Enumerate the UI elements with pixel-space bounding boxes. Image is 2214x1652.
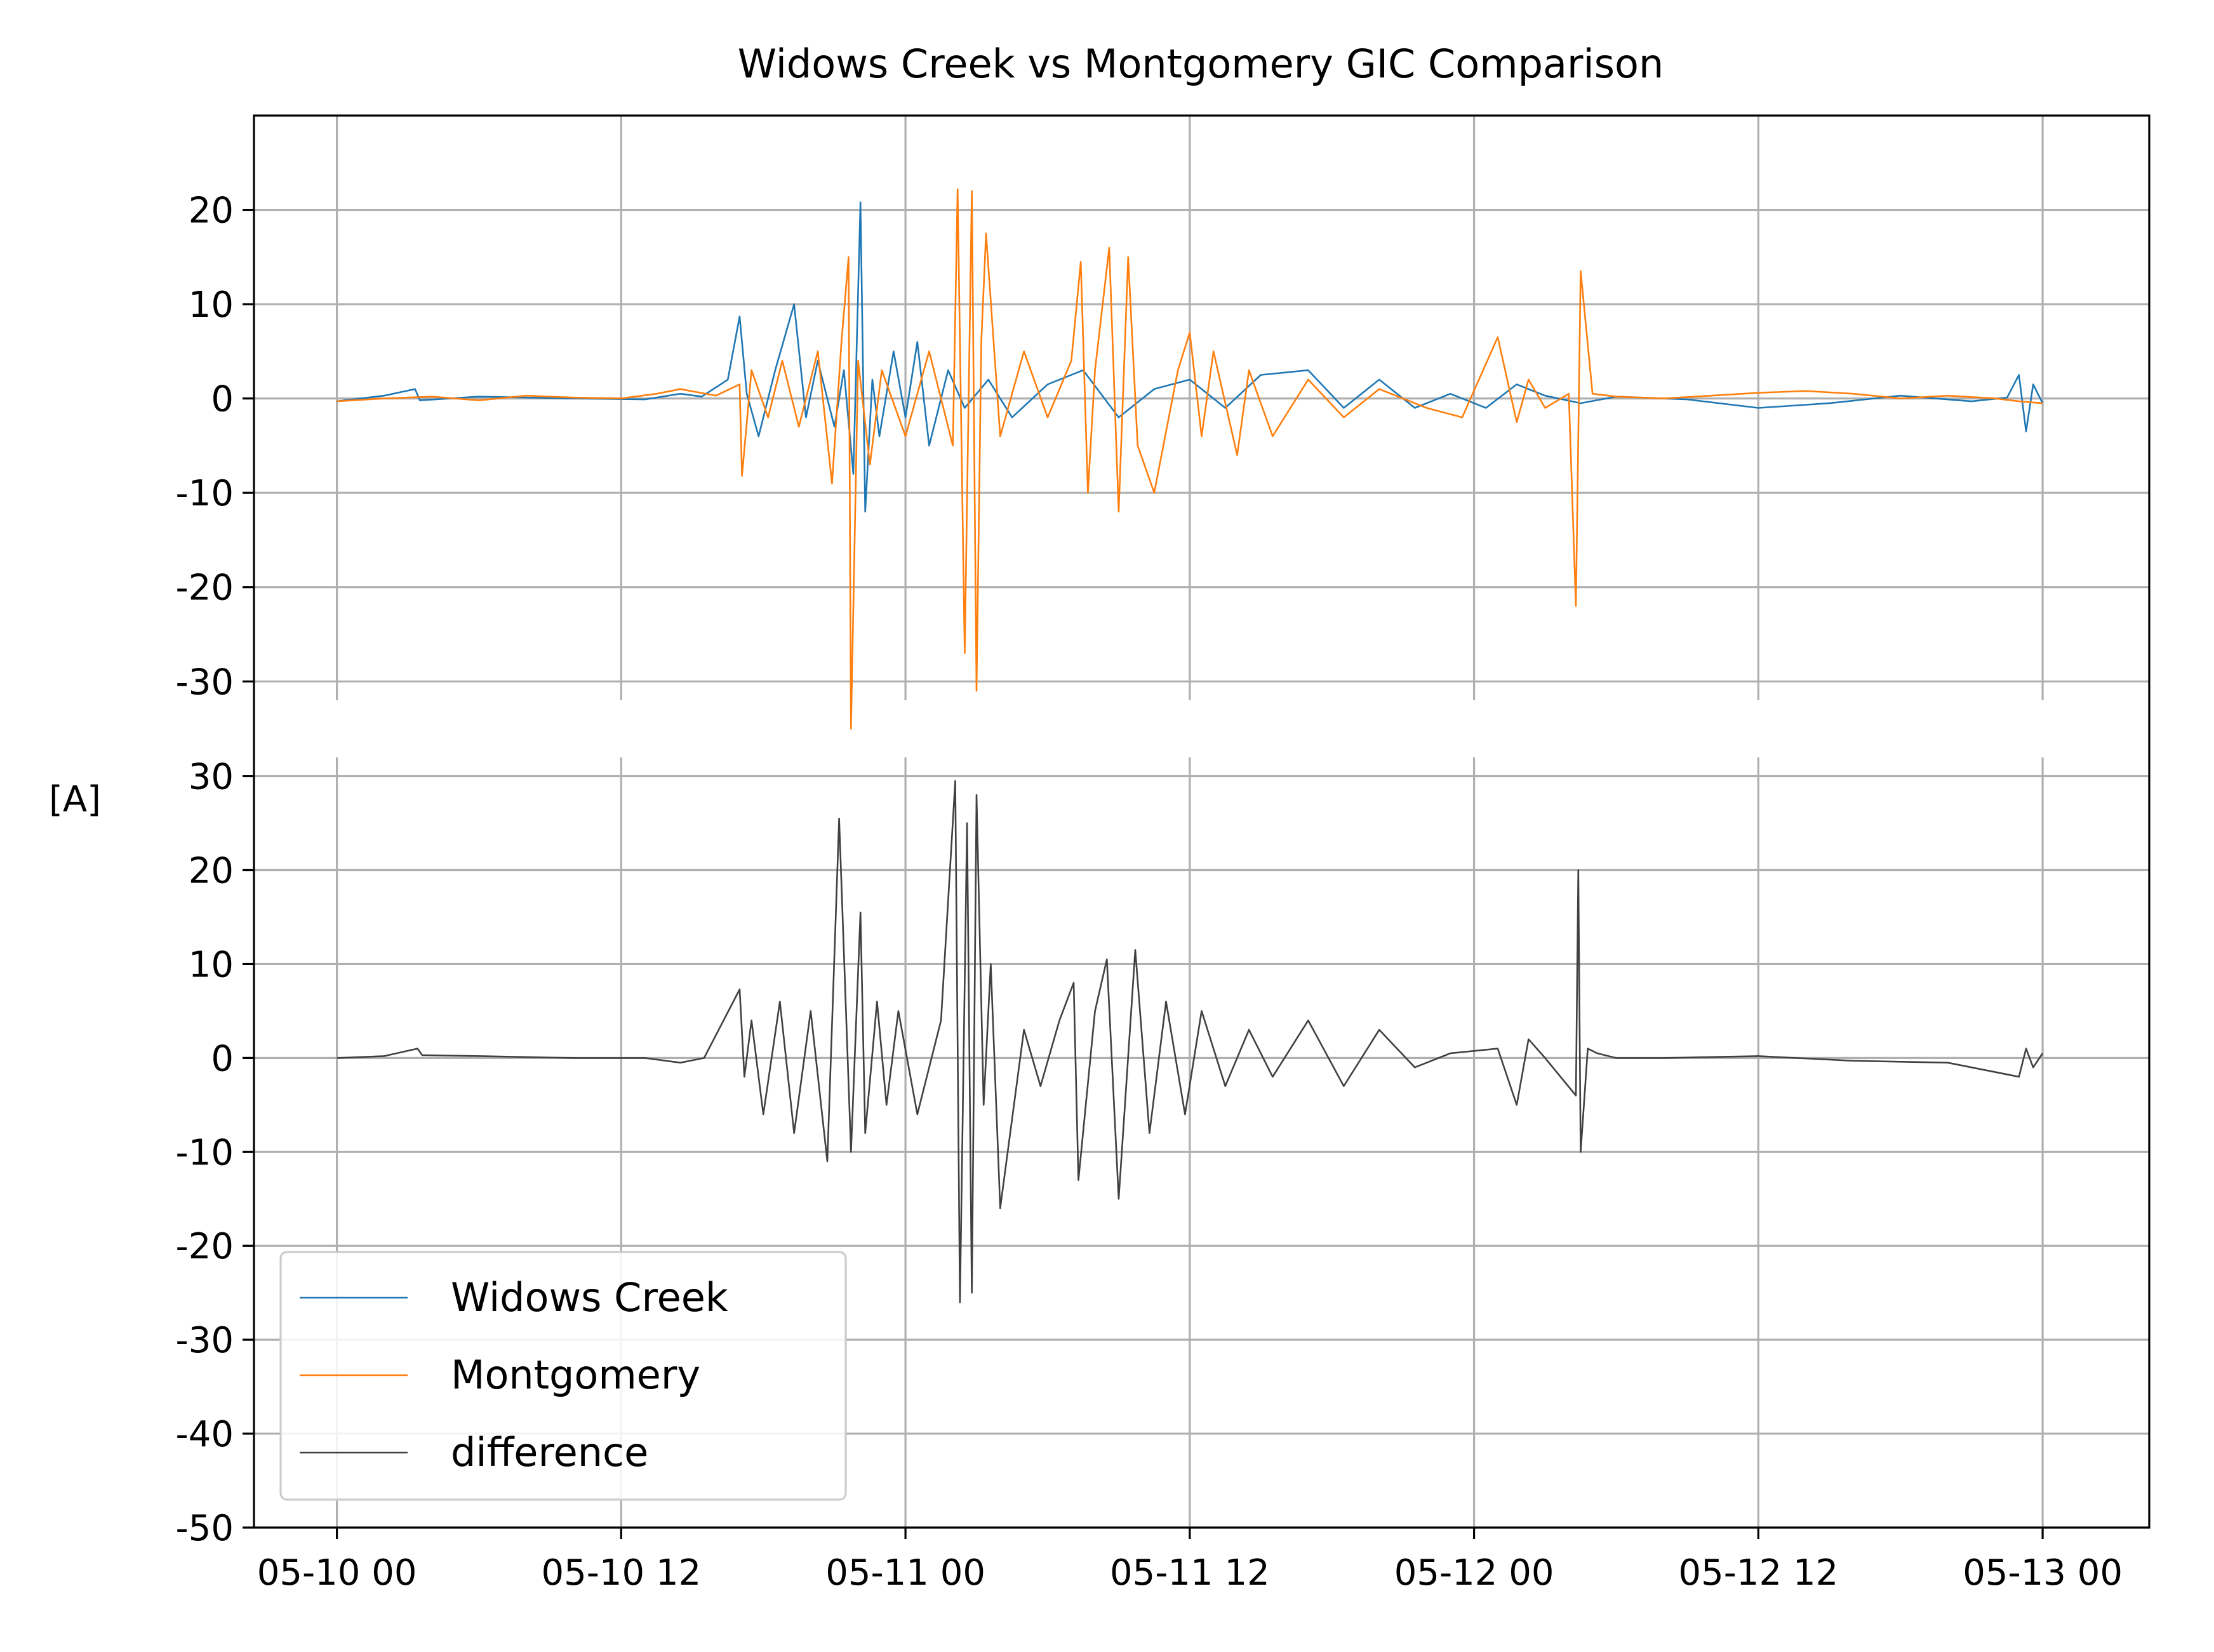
legend-label: difference	[451, 1429, 648, 1475]
x-tick-label: 05-10 12	[541, 1552, 701, 1594]
top-panel: -30 -20 -10 0 10 20	[176, 116, 2149, 729]
x-tick-label: 05-12 12	[1678, 1552, 1838, 1594]
bottom-y-tick-label: -30	[176, 1320, 234, 1361]
bottom-y-tick-label: -10	[176, 1132, 234, 1173]
bottom-y-tick-label: 20	[189, 851, 234, 892]
bottom-y-tick-label: 0	[211, 1038, 234, 1079]
series-line-difference	[337, 780, 2044, 1303]
top-y-tick-label: 20	[189, 190, 234, 232]
bottom-y-tick-label: -50	[176, 1508, 234, 1549]
x-tick-label: 05-11 12	[1110, 1552, 1270, 1594]
x-tick-label: 05-11 00	[825, 1552, 985, 1594]
legend: Widows Creek Montgomery difference	[279, 1251, 847, 1501]
top-y-tick-label: 10	[189, 284, 234, 326]
x-axis-ticks: 05-10 00 05-10 12 05-11 00 05-11 12 05-12 00…	[257, 1528, 2123, 1594]
legend-label: Widows Creek	[451, 1274, 728, 1321]
bottom-y-tick-label: -40	[176, 1414, 234, 1455]
top-y-tick-label: -30	[176, 662, 234, 703]
x-tick-label: 05-13 00	[1963, 1552, 2123, 1594]
legend-box	[279, 1251, 847, 1501]
legend-label: Montgomery	[451, 1352, 700, 1398]
top-panel-grid: -30 -20 -10 0 10 20	[176, 116, 2149, 703]
x-tick-label: 05-10 00	[257, 1552, 417, 1594]
bottom-y-tick-label: 10	[189, 944, 234, 985]
plot-frame	[253, 114, 2151, 1529]
top-y-tick-label: -20	[176, 568, 234, 609]
x-tick-label: 05-12 00	[1394, 1552, 1554, 1594]
bottom-y-tick-label: -20	[176, 1226, 234, 1267]
axes-frame	[253, 114, 2151, 1529]
top-y-tick-label: 0	[211, 379, 234, 420]
bottom-y-tick-label: 30	[189, 757, 234, 798]
y-axis-label: [A]	[49, 779, 101, 820]
top-y-tick-label: -10	[176, 473, 234, 514]
bottom-panel-series	[337, 780, 2044, 1303]
top-panel-series	[337, 188, 2044, 729]
chart-title: Widows Creek vs Montgomery GIC Compariso…	[738, 41, 1664, 87]
series-line-montgomery	[337, 188, 2043, 729]
